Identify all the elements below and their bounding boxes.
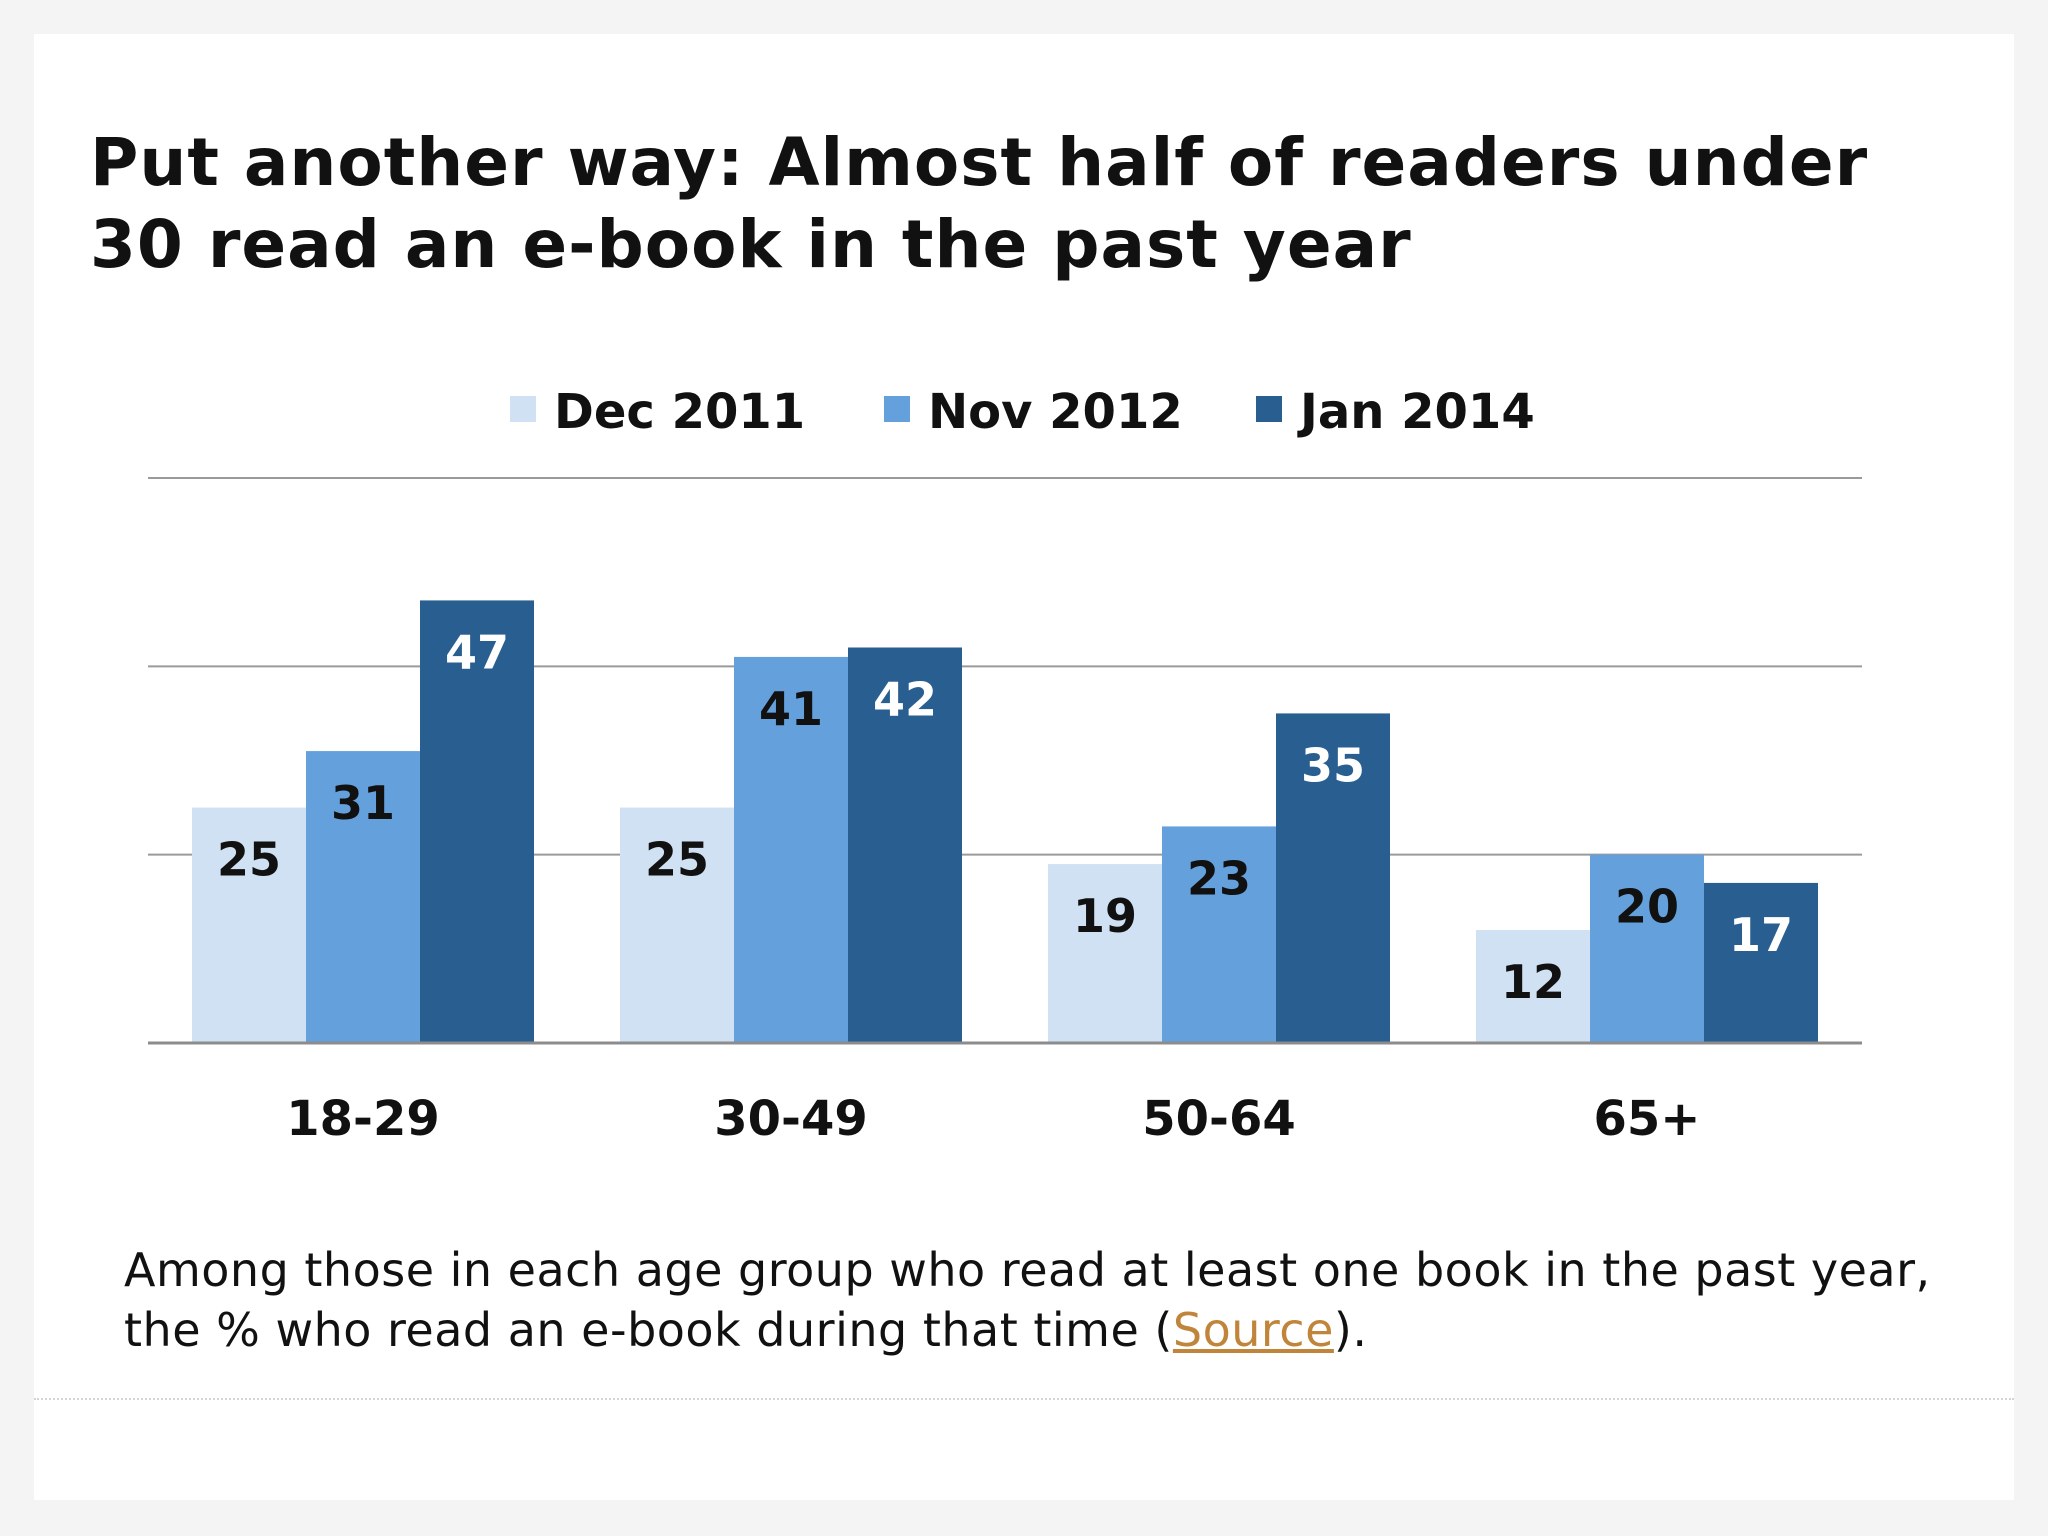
data-label-65+-jan-2014: 17 xyxy=(1729,908,1793,962)
bar-65+-dec-2011 xyxy=(1476,930,1590,1043)
data-label-30-49-nov-2012: 41 xyxy=(759,682,823,736)
bar-18-29-jan-2014 xyxy=(420,600,534,1043)
data-label-50-64-nov-2012: 23 xyxy=(1187,851,1251,905)
data-label-18-29-jan-2014: 47 xyxy=(445,625,509,679)
bar-18-29-nov-2012 xyxy=(306,751,420,1043)
x-tick-label-50-64: 50-64 xyxy=(1142,1091,1296,1147)
bar-30-49-nov-2012 xyxy=(734,656,848,1043)
bar-50-64-jan-2014 xyxy=(1276,713,1390,1043)
data-label-30-49-jan-2014: 42 xyxy=(873,673,937,727)
footer-divider xyxy=(34,1398,2014,1400)
bar-50-64-nov-2012 xyxy=(1162,826,1276,1043)
bar-65+-jan-2014 xyxy=(1704,882,1818,1043)
bar-50-64-dec-2011 xyxy=(1048,864,1162,1043)
caption-text-end: ). xyxy=(1333,1303,1368,1357)
x-tick-label-65+: 65+ xyxy=(1593,1091,1700,1147)
bar-65+-nov-2012 xyxy=(1590,854,1704,1043)
caption-text: Among those in each age group who read a… xyxy=(124,1243,1931,1357)
chart-caption: Among those in each age group who read a… xyxy=(124,1240,1944,1360)
data-label-18-29-nov-2012: 31 xyxy=(331,776,395,830)
data-label-18-29-dec-2011: 25 xyxy=(217,833,281,887)
chart-title: Put another way: Almost half of readers … xyxy=(90,124,1869,283)
x-tick-label-18-29: 18-29 xyxy=(286,1091,440,1147)
bar-30-49-jan-2014 xyxy=(848,647,962,1043)
bar-30-49-dec-2011 xyxy=(620,807,734,1043)
data-label-50-64-jan-2014: 35 xyxy=(1301,738,1365,792)
bar-18-29-dec-2011 xyxy=(192,807,306,1043)
data-label-30-49-dec-2011: 25 xyxy=(645,833,709,887)
data-label-65+-nov-2012: 20 xyxy=(1615,880,1679,934)
data-label-65+-dec-2011: 12 xyxy=(1501,955,1565,1009)
x-tick-label-30-49: 30-49 xyxy=(714,1091,868,1147)
source-link[interactable]: Source xyxy=(1172,1303,1334,1357)
data-label-50-64-dec-2011: 19 xyxy=(1073,889,1137,943)
